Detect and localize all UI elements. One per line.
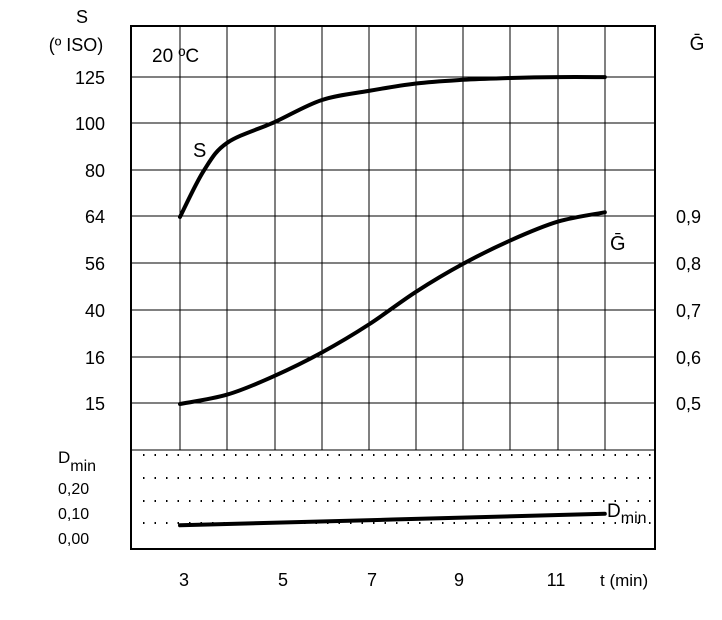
left-tick-label-lower: 0,00	[58, 531, 89, 548]
left-axis-title-line2: (º ISO)	[49, 35, 104, 55]
x-tick-label: 9	[454, 570, 464, 590]
series-label-dmin-sub: min	[621, 510, 647, 527]
left-tick-label: 56	[85, 254, 105, 274]
right-tick-label: 0,6	[676, 348, 701, 368]
series-label-s: S	[193, 140, 206, 162]
x-tick-label: 3	[179, 570, 189, 590]
left-tick-label-lower: 0,10	[58, 506, 89, 523]
grid	[131, 26, 655, 451]
series-label-dmin-main: D	[607, 501, 621, 522]
left-tick-label: 125	[75, 68, 105, 88]
x-axis-label: t (min)	[600, 571, 648, 590]
left-tick-label: 15	[85, 394, 105, 414]
series-label-dmin: Dmin	[607, 501, 647, 527]
left-axis-title-line1: S	[76, 7, 88, 27]
right-tick-label: 0,7	[676, 301, 701, 321]
x-ticks: 3 5 7 9 11	[179, 570, 565, 590]
series-g-line	[178, 210, 607, 406]
series-layer	[178, 75, 607, 528]
right-tick-label: 0,8	[676, 254, 701, 274]
dmin-sub: min	[70, 458, 96, 475]
left-ticks: 125 100 80 64 56 40 16 15 Dmin 0,20 0,10 0,00	[58, 68, 105, 548]
right-tick-label: 0,9	[676, 207, 701, 227]
dmin-main: D	[58, 448, 70, 467]
x-tick-label: 5	[278, 570, 288, 590]
left-tick-label: 64	[85, 207, 105, 227]
left-tick-label-lower: 0,20	[58, 481, 89, 498]
series-label-g: Ḡ	[610, 232, 626, 255]
temperature-annotation: 20 ºC	[152, 46, 199, 67]
right-axis-title: Ḡ	[690, 34, 705, 55]
plot-frame	[130, 25, 656, 550]
left-tick-label: 16	[85, 348, 105, 368]
right-ticks: 0,9 0,8 0,7 0,6 0,5	[676, 207, 701, 414]
left-tick-label: 40	[85, 301, 105, 321]
series-s-line	[178, 75, 607, 219]
left-tick-label: 100	[75, 114, 105, 134]
x-tick-label: 7	[367, 570, 377, 590]
right-tick-label: 0,5	[676, 394, 701, 414]
series-dmin-line	[178, 511, 607, 528]
dotted-lines	[143, 454, 651, 524]
x-tick-label: 11	[547, 570, 566, 590]
left-tick-label: 80	[85, 161, 105, 181]
left-tick-label-lower: Dmin	[58, 448, 96, 475]
